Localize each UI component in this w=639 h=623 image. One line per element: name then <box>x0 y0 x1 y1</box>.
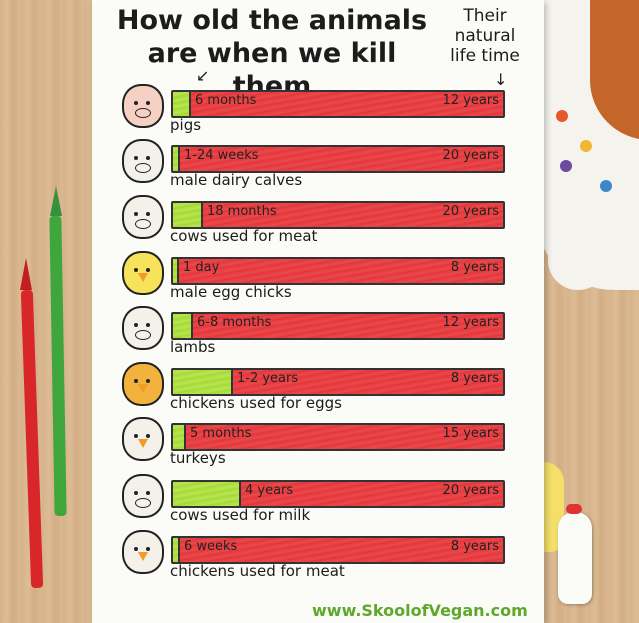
pig-icon <box>122 84 164 128</box>
cow-icon <box>122 195 164 239</box>
red-pen-tip <box>20 258 32 290</box>
natural-lifetime-value: 8 years <box>450 371 499 386</box>
chart-row: 1-24 weeks 20 years male dairy calves <box>0 139 639 195</box>
natural-lifetime-bar: 1 day 8 years <box>171 257 505 285</box>
animal-label: male egg chicks <box>170 283 292 301</box>
mug-decoration-icon <box>560 160 572 172</box>
natural-lifetime-label: Their natural life time <box>450 6 520 66</box>
natural-lifetime-bar: 18 months 20 years <box>171 201 505 229</box>
killed-age-bar <box>173 314 193 338</box>
natural-lifetime-value: 15 years <box>442 426 499 441</box>
chart-row: 18 months 20 years cows used for meat <box>0 195 639 251</box>
killed-age-bar <box>173 147 180 171</box>
mug-decoration-icon <box>600 180 612 192</box>
natural-lifetime-bar: 5 months 15 years <box>171 423 505 451</box>
killed-age-label: 6-8 months <box>197 315 272 330</box>
chart-row: 5 months 15 years turkeys <box>0 417 639 473</box>
mug-decoration-icon <box>580 140 592 152</box>
natural-lifetime-value: 20 years <box>442 204 499 219</box>
animal-label: male dairy calves <box>170 171 303 189</box>
killed-age-label: 1 day <box>183 260 220 275</box>
title-line-2: are when we kill them <box>147 38 397 102</box>
chart-row: 1-2 years 8 years chickens used for eggs <box>0 362 639 418</box>
killed-age-bar <box>173 370 233 394</box>
footer-url[interactable]: www.SkoolofVegan.com <box>312 601 528 620</box>
natural-lifetime-bar: 6 months 12 years <box>171 90 505 118</box>
calf-icon <box>122 139 164 183</box>
killed-age-bar <box>173 482 241 506</box>
natural-lifetime-value: 8 years <box>450 260 499 275</box>
killed-age-label: 4 years <box>245 483 294 498</box>
mug-decoration-icon <box>556 110 568 122</box>
natural-lifetime-bar: 6-8 months 12 years <box>171 312 505 340</box>
title-line-1: How old the animals <box>116 5 428 36</box>
animal-label: pigs <box>170 116 202 134</box>
white-chicken-toy <box>558 512 592 604</box>
killed-age-label: 6 months <box>195 93 257 108</box>
arrow-down-left-icon: ↙ <box>196 66 210 85</box>
killed-age-label: 18 months <box>207 204 277 219</box>
turkey-icon <box>122 417 164 461</box>
natural-lifetime-value: 20 years <box>442 483 499 498</box>
animal-label: turkeys <box>170 449 226 467</box>
killed-age-bar <box>173 259 179 283</box>
natural-lifetime-bar: 1-2 years 8 years <box>171 368 505 396</box>
killed-age-label: 1-2 years <box>237 371 299 386</box>
killed-age-label: 5 months <box>190 426 252 441</box>
killed-age-bar <box>173 92 191 116</box>
chart-title: How old the animals are when we kill the… <box>112 4 432 103</box>
chart-row: 6 months 12 years pigs <box>0 84 639 140</box>
chart-row: 4 years 20 years cows used for milk <box>0 474 639 530</box>
killed-age-label: 6 weeks <box>184 539 238 554</box>
arrow-down-icon: ↓ <box>494 70 508 89</box>
chicken-toy-comb <box>566 504 582 514</box>
natural-lifetime-bar: 1-24 weeks 20 years <box>171 145 505 173</box>
animal-label: chickens used for eggs <box>170 394 342 412</box>
dairy-cow-icon <box>122 474 164 518</box>
hen-icon <box>122 362 164 406</box>
green-pen-tip <box>50 186 62 216</box>
killed-age-bar <box>173 425 186 449</box>
natural-lifetime-bar: 6 weeks 8 years <box>171 536 505 564</box>
animal-label: lambs <box>170 338 216 356</box>
animal-label: chickens used for meat <box>170 562 345 580</box>
natural-lifetime-value: 20 years <box>442 148 499 163</box>
chart-row: 1 day 8 years male egg chicks <box>0 251 639 307</box>
chart-row: 6-8 months 12 years lambs <box>0 306 639 362</box>
natural-lifetime-value: 8 years <box>450 539 499 554</box>
killed-age-label: 1-24 weeks <box>184 148 259 163</box>
natural-lifetime-value: 12 years <box>442 93 499 108</box>
killed-age-bar <box>173 538 180 562</box>
chick-icon <box>122 251 164 295</box>
animal-label: cows used for meat <box>170 227 318 245</box>
animal-label: cows used for milk <box>170 506 311 524</box>
natural-lifetime-bar: 4 years 20 years <box>171 480 505 508</box>
chart-row: 6 weeks 8 years chickens used for meat <box>0 530 639 586</box>
natural-lifetime-value: 12 years <box>442 315 499 330</box>
killed-age-bar <box>173 203 203 227</box>
broiler-chicken-icon <box>122 530 164 574</box>
lamb-icon <box>122 306 164 350</box>
